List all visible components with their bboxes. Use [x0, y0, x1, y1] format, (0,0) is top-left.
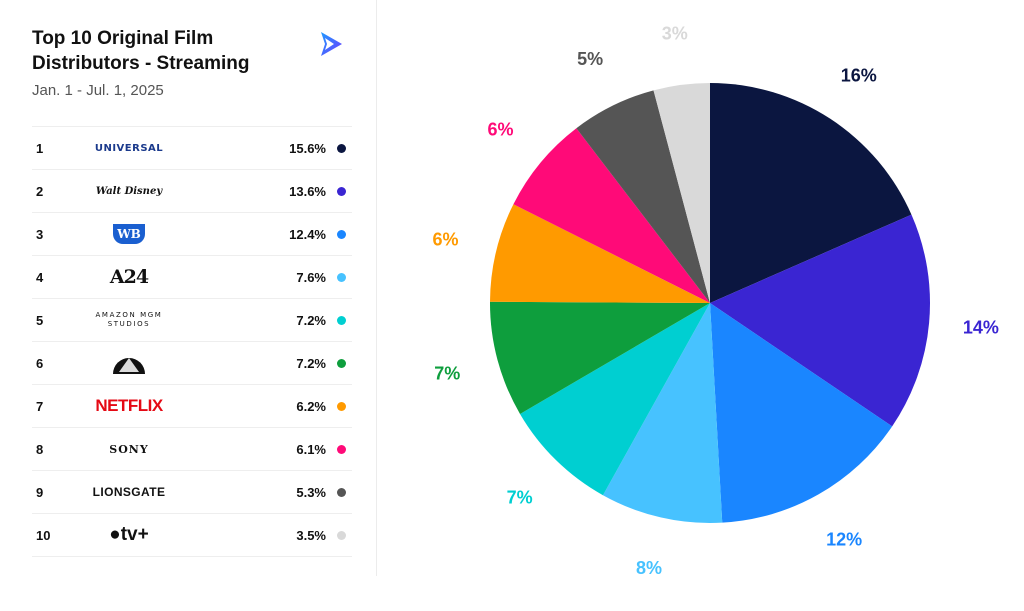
warner-bros-logo: WB [113, 224, 145, 244]
play-triangle-icon [321, 32, 342, 56]
slice-label: 7% [507, 487, 533, 507]
universal-logo: UNIVERSAL [94, 142, 164, 154]
chart-subtitle: Jan. 1 - Jul. 1, 2025 [32, 82, 164, 99]
color-dot [337, 530, 346, 540]
apple-icon: ● [109, 524, 121, 545]
share-value: 3.5% [296, 527, 326, 543]
color-dot [337, 444, 346, 454]
table-row: 1 UNIVERSAL 15.6% [32, 126, 352, 169]
rank: 9 [36, 484, 44, 500]
color-dot [337, 186, 346, 196]
rank: 10 [36, 527, 51, 543]
rank: 5 [36, 312, 44, 328]
disney-logo: Walt Disney [95, 185, 163, 197]
pie-slice [520, 303, 710, 496]
share-value: 7.6% [296, 269, 326, 285]
slice-label: 5% [577, 49, 603, 69]
legend-panel: Top 10 Original Film Distributors - Stre… [0, 0, 377, 576]
rank: 6 [36, 355, 44, 371]
pie-chart: 16% 14% 12% 8% 7% 7% 6% 6% 5% 3% [433, 23, 999, 578]
slice-label: 6% [488, 119, 514, 139]
slice-label: 6% [433, 230, 459, 250]
slice-label: 14% [963, 318, 999, 338]
rank: 2 [36, 183, 44, 199]
rank: 7 [36, 398, 44, 414]
share-value: 7.2% [296, 312, 326, 328]
slice-label: 16% [841, 65, 877, 85]
apple-tv-plus-logo: ●tv+ [109, 524, 149, 545]
table-row: 8 SONY 6.1% [32, 427, 352, 470]
table-row: 10 ●tv+ 3.5% [32, 513, 352, 557]
share-value: 6.1% [296, 441, 326, 457]
pie-slice [710, 83, 912, 303]
sony-pictures-logo: SONY [109, 442, 149, 456]
table-row: 3 WB 12.4% [32, 212, 352, 255]
pie-slice [710, 214, 930, 427]
lionsgate-logo: LIONSGATE [92, 485, 166, 499]
pie-slice [513, 128, 710, 303]
share-value: 7.2% [296, 355, 326, 371]
share-value: 6.2% [296, 398, 326, 414]
table-row: 2 Walt Disney 13.6% [32, 169, 352, 212]
amazon-mgm-logo: AMAZON MGM STUDIOS [95, 311, 163, 328]
chart-title: Top 10 Original Film Distributors - Stre… [32, 28, 250, 74]
table-row: 4 A24 7.6% [32, 255, 352, 298]
pie-slice [653, 83, 710, 303]
color-dot [337, 272, 346, 282]
distributor-table: 1 UNIVERSAL 15.6% 2 Walt Disney 13.6% 3 … [32, 126, 352, 557]
rank: 3 [36, 226, 44, 242]
color-dot [337, 315, 346, 325]
pie-slice [602, 303, 723, 523]
pie-slice [490, 301, 710, 414]
color-dot [337, 358, 346, 368]
table-row: 7 NETFLIX 6.2% [32, 384, 352, 427]
a24-logo: A24 [109, 266, 149, 288]
rank: 4 [36, 269, 44, 285]
rank: 8 [36, 441, 44, 457]
mountain-icon [113, 357, 145, 374]
pie-chart-area: 16% 14% 12% 8% 7% 7% 6% 6% 5% 3% [378, 0, 1024, 606]
color-dot [337, 143, 346, 153]
share-value: 5.3% [296, 484, 326, 500]
pie-slice [490, 204, 710, 303]
table-row: 5 AMAZON MGM STUDIOS 7.2% [32, 298, 352, 341]
color-dot [337, 229, 346, 239]
table-row: 9 LIONSGATE 5.3% [32, 470, 352, 513]
paramount-logo [74, 348, 184, 379]
table-row: 6 7.2% [32, 341, 352, 384]
slice-label: 8% [636, 558, 662, 578]
color-dot [337, 401, 346, 411]
color-dot [337, 487, 346, 497]
pie-slice [576, 90, 710, 303]
share-value: 15.6% [289, 140, 326, 156]
slice-label: 3% [662, 23, 688, 43]
share-value: 13.6% [289, 183, 326, 199]
slice-label: 7% [434, 363, 460, 383]
pie-slice [710, 303, 893, 523]
slice-label: 12% [826, 530, 862, 550]
netflix-logo: NETFLIX [95, 396, 163, 415]
share-value: 12.4% [289, 226, 326, 242]
rank: 1 [36, 140, 44, 156]
